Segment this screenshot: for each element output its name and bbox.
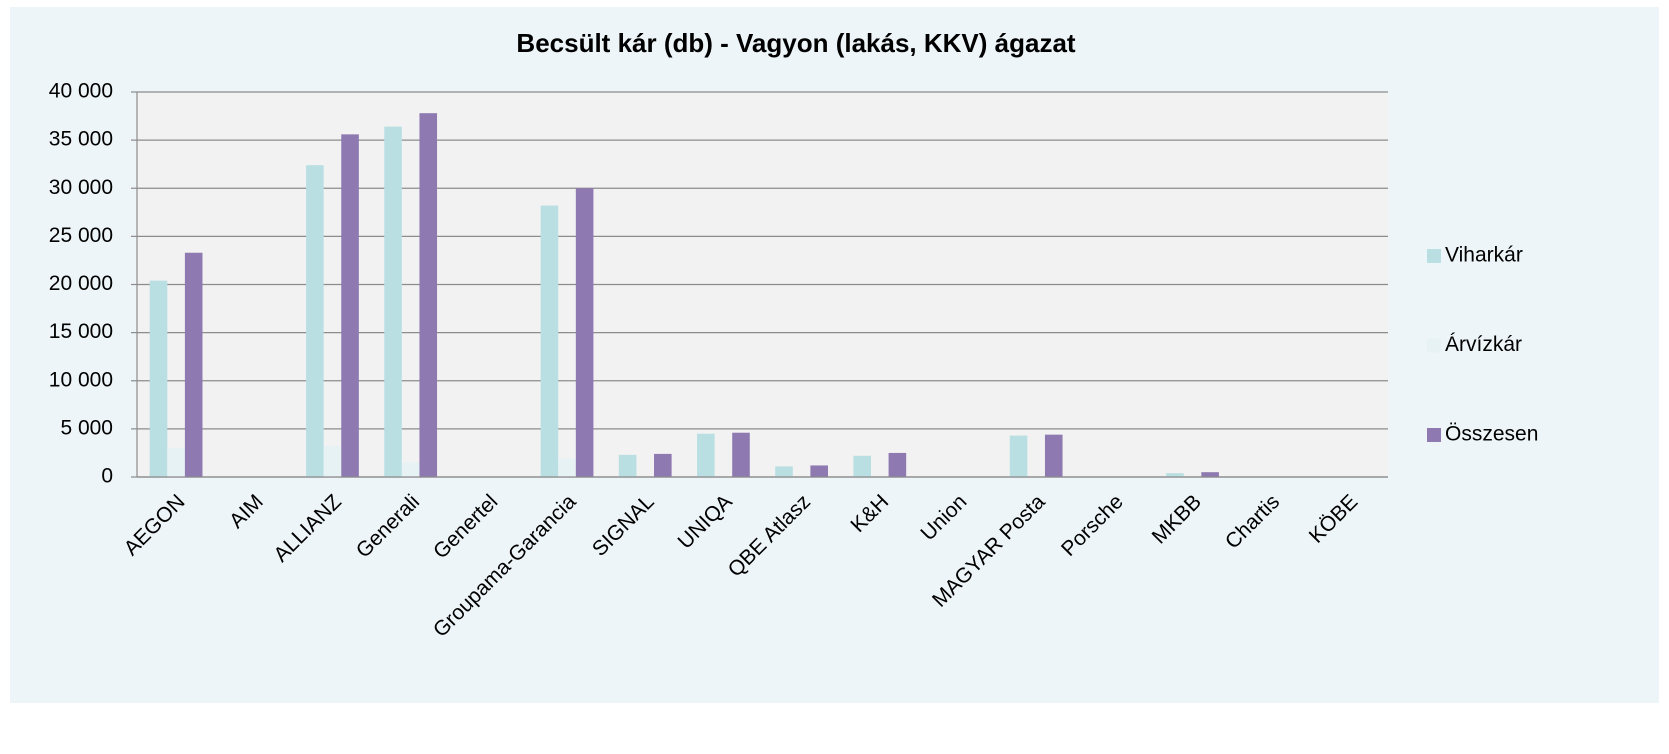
bar [575, 188, 594, 477]
y-tick-label: 25 000 [49, 224, 113, 247]
legend-swatch [1427, 338, 1441, 353]
bar [419, 113, 438, 478]
legend-label: Viharkár [1445, 244, 1523, 267]
bar [810, 465, 828, 477]
legend-swatch [1427, 249, 1441, 263]
bar [323, 446, 342, 477]
y-tick-label: 35 000 [49, 128, 113, 151]
bar [384, 126, 402, 478]
y-tick-label: 20 000 [49, 272, 113, 295]
legend-label: Összesen [1445, 423, 1538, 446]
bar [775, 466, 793, 477]
bar [618, 454, 637, 477]
bar [1201, 472, 1219, 477]
bar [167, 448, 185, 477]
bar [853, 455, 871, 477]
y-tick-label: 5 000 [60, 416, 113, 439]
bar [306, 165, 324, 477]
y-tick-label: 0 [101, 465, 113, 488]
legend-label: Árvízkár [1445, 333, 1522, 356]
y-tick-label: 15 000 [49, 320, 113, 343]
chart-title: Becsült kár (db) - Vagyon (lakás, KKV) á… [516, 28, 1075, 58]
bar [888, 452, 907, 477]
bar [1166, 473, 1184, 477]
bar [732, 432, 750, 477]
legend-swatch [1427, 428, 1441, 442]
y-tick-label: 40 000 [49, 80, 113, 103]
bar [697, 433, 715, 477]
bar [149, 280, 168, 477]
bar [540, 205, 559, 477]
bar [1009, 435, 1028, 477]
bar [401, 462, 420, 477]
y-tick-label: 30 000 [49, 176, 113, 199]
bar [654, 453, 672, 477]
y-tick-label: 10 000 [49, 368, 113, 391]
bar [558, 458, 576, 477]
bar [1044, 434, 1063, 477]
bar [184, 252, 203, 477]
bar [341, 134, 359, 477]
